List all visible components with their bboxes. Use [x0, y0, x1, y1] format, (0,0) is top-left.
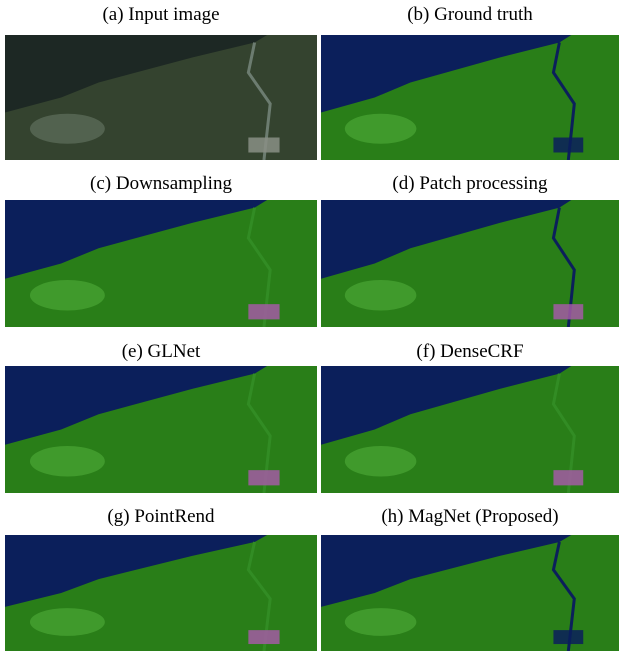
panel-image — [5, 535, 317, 651]
panel-image — [321, 200, 619, 327]
panel-caption: (a) Input image — [5, 4, 317, 26]
panel-image — [321, 366, 619, 493]
building — [248, 138, 279, 153]
figure: (a) Input image(b) Ground truth (c) Downs… — [0, 0, 624, 651]
shade — [321, 535, 619, 651]
shade — [321, 200, 619, 327]
panel-caption: (b) Ground truth — [321, 4, 619, 26]
shade — [321, 366, 619, 493]
panel-image — [321, 35, 619, 160]
panel-caption: (f) DenseCRF — [321, 341, 619, 363]
clearing — [30, 114, 105, 144]
panel-image — [5, 200, 317, 327]
shade — [5, 535, 317, 651]
panel-caption: (e) GLNet — [5, 341, 317, 363]
shade — [321, 35, 619, 160]
panel-caption: (d) Patch processing — [321, 173, 619, 195]
panel-image — [5, 366, 317, 493]
panel-caption: (h) MagNet (Proposed) — [321, 506, 619, 528]
shade — [5, 366, 317, 493]
panel-caption: (g) PointRend — [5, 506, 317, 528]
panel-image — [321, 535, 619, 651]
shade — [5, 200, 317, 327]
panel-caption: (c) Downsampling — [5, 173, 317, 195]
panel-image — [5, 35, 317, 160]
